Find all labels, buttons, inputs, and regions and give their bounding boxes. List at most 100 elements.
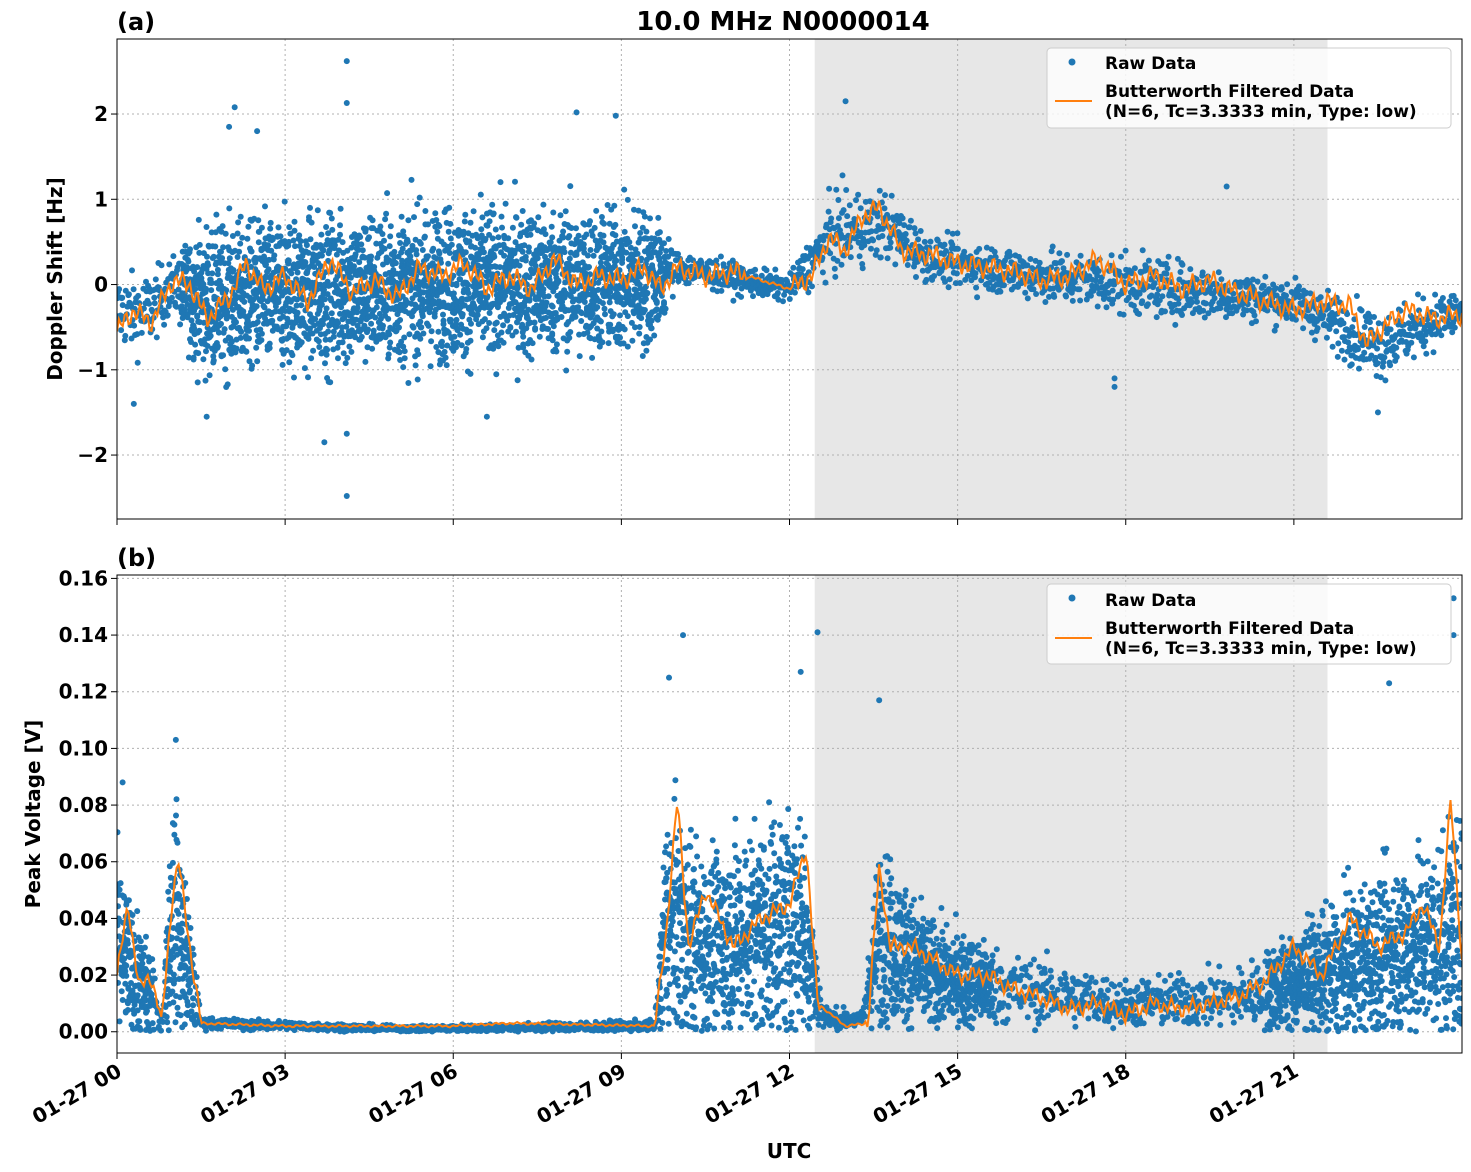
raw-data-point bbox=[453, 282, 460, 289]
raw-data-point bbox=[419, 313, 426, 320]
raw-data-point bbox=[1347, 346, 1354, 353]
raw-data-point bbox=[174, 1004, 181, 1011]
raw-data-point bbox=[225, 260, 232, 267]
raw-data-point bbox=[401, 355, 408, 362]
raw-data-point bbox=[1422, 338, 1429, 345]
raw-data-point bbox=[235, 219, 242, 226]
raw-data-point bbox=[188, 317, 195, 324]
raw-data-point bbox=[212, 243, 219, 250]
raw-data-point bbox=[497, 179, 504, 186]
raw-data-point bbox=[536, 333, 543, 340]
raw-data-point bbox=[224, 309, 231, 316]
raw-data-point bbox=[1071, 279, 1078, 285]
raw-data-point bbox=[117, 979, 121, 986]
raw-data-point bbox=[269, 236, 276, 243]
raw-data-point bbox=[763, 267, 770, 274]
raw-data-point bbox=[653, 306, 660, 313]
raw-data-point bbox=[425, 322, 432, 329]
raw-data-point bbox=[302, 259, 309, 266]
raw-data-point bbox=[117, 903, 121, 910]
raw-data-point bbox=[525, 244, 532, 251]
raw-data-point bbox=[626, 239, 633, 246]
raw-data-point bbox=[853, 197, 859, 204]
raw-data-point bbox=[220, 352, 227, 359]
raw-data-point bbox=[386, 257, 393, 264]
raw-data-point bbox=[510, 290, 517, 297]
raw-data-point bbox=[638, 255, 645, 262]
raw-data-point bbox=[1111, 281, 1118, 288]
raw-data-point bbox=[275, 299, 282, 306]
raw-data-point bbox=[339, 339, 346, 346]
raw-data-point bbox=[639, 353, 646, 359]
raw-data-point bbox=[718, 287, 725, 294]
raw-data-point bbox=[1024, 295, 1031, 302]
raw-data-point bbox=[459, 311, 466, 318]
raw-data-point bbox=[642, 296, 649, 303]
raw-data-point bbox=[663, 248, 670, 254]
raw-data-point bbox=[440, 311, 446, 318]
raw-data-point bbox=[1264, 307, 1271, 314]
raw-outlier-point bbox=[226, 123, 233, 130]
x-ticks-a bbox=[116, 519, 1295, 525]
raw-data-point bbox=[122, 968, 129, 975]
raw-data-point bbox=[194, 312, 201, 319]
raw-outlier-point bbox=[130, 400, 137, 407]
raw-data-point bbox=[383, 210, 390, 217]
raw-data-point bbox=[572, 313, 579, 320]
raw-data-point bbox=[560, 234, 567, 241]
raw-data-point bbox=[597, 259, 604, 266]
raw-data-point bbox=[190, 1002, 197, 1009]
raw-data-point bbox=[185, 354, 192, 361]
raw-data-point bbox=[861, 242, 868, 249]
raw-data-point bbox=[562, 208, 569, 215]
raw-data-point bbox=[1356, 365, 1362, 372]
raw-data-point bbox=[870, 237, 877, 244]
raw-data-point bbox=[835, 215, 842, 222]
raw-data-point bbox=[322, 336, 329, 343]
raw-data-point bbox=[611, 262, 618, 269]
raw-data-point bbox=[1416, 307, 1422, 314]
raw-data-point bbox=[183, 896, 190, 902]
raw-data-point bbox=[1410, 354, 1417, 361]
raw-data-point bbox=[1292, 316, 1299, 323]
raw-data-point bbox=[326, 247, 333, 253]
raw-data-point bbox=[401, 348, 408, 355]
raw-data-point bbox=[899, 215, 906, 222]
raw-data-point bbox=[484, 222, 491, 229]
raw-data-point bbox=[196, 249, 203, 256]
raw-data-point bbox=[1201, 314, 1208, 321]
raw-data-point bbox=[629, 337, 636, 344]
raw-data-point bbox=[445, 260, 452, 267]
y-tick-label: −1 bbox=[77, 358, 108, 382]
raw-data-point bbox=[214, 266, 221, 273]
raw-data-point bbox=[436, 250, 443, 257]
raw-data-point bbox=[547, 239, 554, 246]
raw-data-point bbox=[209, 270, 216, 277]
raw-data-point bbox=[327, 210, 334, 216]
raw-data-point bbox=[490, 345, 497, 352]
raw-data-point bbox=[182, 880, 189, 886]
raw-data-point bbox=[526, 297, 533, 304]
raw-data-point bbox=[553, 341, 560, 348]
raw-data-point bbox=[291, 227, 298, 234]
raw-data-point bbox=[298, 302, 305, 309]
raw-data-point bbox=[501, 252, 508, 259]
raw-data-point bbox=[1253, 318, 1259, 325]
raw-data-point bbox=[1358, 307, 1365, 314]
raw-data-point bbox=[621, 326, 628, 333]
raw-data-point bbox=[519, 321, 526, 328]
raw-data-point bbox=[458, 342, 465, 349]
raw-data-point bbox=[1393, 354, 1400, 360]
raw-data-point bbox=[1095, 268, 1102, 274]
raw-data-point bbox=[117, 880, 124, 887]
raw-data-point bbox=[504, 317, 511, 324]
raw-data-point bbox=[461, 302, 468, 309]
raw-data-point bbox=[983, 244, 990, 251]
raw-outlier-point bbox=[203, 413, 210, 420]
raw-data-point bbox=[314, 207, 321, 214]
raw-data-point bbox=[152, 276, 159, 283]
raw-data-point bbox=[376, 310, 383, 317]
raw-data-point bbox=[181, 1021, 188, 1028]
raw-data-point bbox=[576, 353, 583, 360]
raw-data-point bbox=[1439, 295, 1446, 301]
